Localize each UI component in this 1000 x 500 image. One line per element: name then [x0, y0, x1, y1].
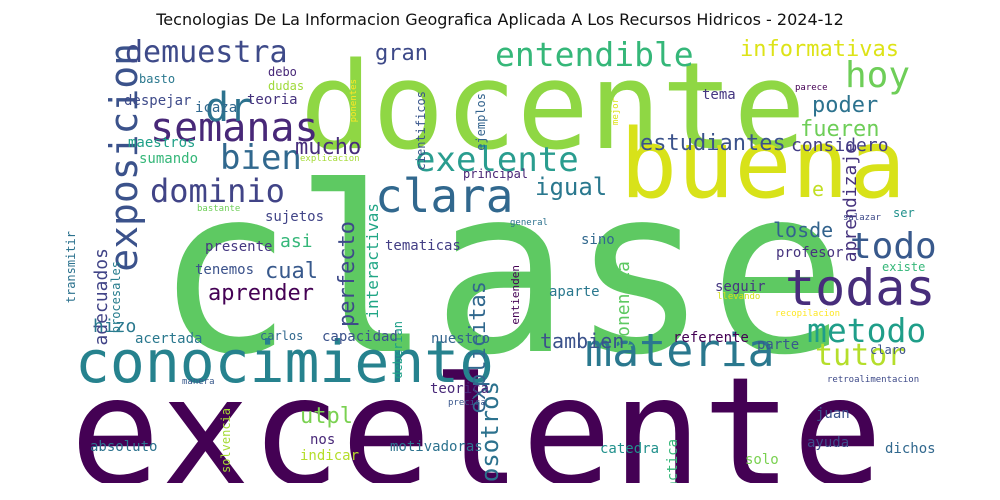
- word-acertada: acertada: [135, 331, 203, 347]
- word-nuestro: nuestro: [431, 331, 491, 347]
- word-tematicas: tematicas: [385, 238, 461, 254]
- word-entienden: entienden: [509, 265, 522, 325]
- word-absoluto: absoluto: [90, 439, 158, 455]
- word-interactivas: interactivas: [363, 203, 382, 319]
- word-ayuda: ayuda: [807, 435, 850, 451]
- word-sumando: sumando: [139, 151, 199, 167]
- word-aprendizaje: aprendizaje: [840, 143, 861, 263]
- word-manera: manera: [182, 377, 215, 387]
- word-utpl: utpl: [300, 404, 353, 429]
- word-recopilacion: recopilacion: [775, 309, 841, 319]
- word-tutor: tutor: [815, 338, 906, 373]
- word-metodo: metodo: [807, 311, 927, 350]
- word-teoria: teoria: [247, 92, 298, 108]
- word-bastante: bastante: [197, 204, 241, 214]
- word-indicar: indicar: [300, 448, 360, 464]
- word-hizo: hizo: [93, 316, 137, 337]
- word-perfecto: perfecto: [335, 221, 360, 327]
- word-todo: todo: [850, 226, 937, 267]
- word-parece: parece: [795, 83, 828, 93]
- word-informativas: informativas: [740, 37, 899, 62]
- word-retroalimentacion: retroalimentacion: [827, 375, 920, 385]
- word-dr: dr: [205, 85, 254, 131]
- word-debo: debo: [268, 65, 297, 79]
- word-cloud: clase excelente docente buena conocimiento to…: [50, 33, 950, 483]
- word-excelente: excelente: [70, 346, 883, 483]
- word-cual: cual: [265, 259, 318, 284]
- word-entendible: entendible: [495, 35, 694, 74]
- word-cientificos: cientificos: [414, 91, 428, 171]
- word-semanas: semanas: [150, 105, 319, 151]
- word-buena: buena: [620, 110, 906, 220]
- word-profesor: profesor: [776, 245, 844, 261]
- word-maestros: maestros: [128, 135, 196, 151]
- word-poder: poder: [812, 93, 879, 118]
- word-general: general: [510, 218, 548, 228]
- word-clase: clase: [155, 139, 848, 406]
- word-despejar: despejar: [124, 93, 192, 109]
- word-materia: materia: [585, 324, 775, 377]
- word-procesales: procesales: [109, 261, 123, 334]
- word-tambien: tambien: [540, 329, 625, 353]
- word-icaza: icaza: [195, 100, 238, 116]
- word-teorica: teorica: [430, 381, 490, 397]
- word-dichos: dichos: [885, 441, 936, 457]
- word-claro: claro: [870, 343, 907, 357]
- word-docente: docente: [300, 38, 806, 177]
- word-motivadoras: motivadoras: [390, 439, 483, 455]
- word-tenemos: tenemos: [195, 262, 255, 278]
- word-considero: considero: [791, 135, 889, 156]
- word-exposicion: exposicion: [102, 43, 146, 272]
- word-mejor: mejor: [611, 98, 621, 126]
- word-ejemplos: ejemplos: [474, 93, 488, 151]
- word-e: e: [812, 177, 825, 201]
- word-aprender: aprender: [208, 281, 314, 306]
- word-todas: todas: [785, 259, 936, 317]
- word-salazar: salazar: [843, 213, 881, 223]
- word-seguir: seguir: [715, 279, 766, 295]
- word-precisa: precisa: [448, 398, 486, 408]
- word-ponentes: ponentes: [349, 79, 359, 123]
- word-explicacion: explicacion: [300, 154, 360, 164]
- word-sujetos: sujetos: [265, 209, 325, 225]
- word-exelente: exelente: [415, 140, 579, 180]
- word-existe: existe: [882, 260, 926, 274]
- word-hoy: hoy: [845, 55, 911, 96]
- word-juan: juan: [816, 406, 850, 422]
- word-solo: solo: [745, 452, 779, 468]
- word-capacidad: capacidad: [322, 329, 398, 345]
- word-solvencia: solvencia: [219, 408, 233, 474]
- word-llevando: llevando: [717, 292, 761, 302]
- word-transmitir: transmitir: [64, 231, 78, 304]
- word-dominio: dominio: [150, 172, 285, 210]
- word-sino: sino: [581, 232, 615, 248]
- word-basto: basto: [139, 72, 176, 86]
- word-fueren: fueren: [800, 117, 880, 142]
- word-bien: bien: [220, 138, 302, 178]
- word-asi: asi: [280, 231, 313, 252]
- chart-title: Tecnologias De La Informacion Geografica…: [156, 10, 844, 29]
- word-nos: nos: [310, 432, 336, 448]
- word-conocimiento: conocimiento: [75, 328, 495, 396]
- word-ser: ser: [893, 206, 915, 220]
- word-demuestra: demuestra: [125, 35, 288, 70]
- word-tema: tema: [702, 87, 736, 103]
- word-parte: parte: [757, 337, 800, 353]
- word-gran: gran: [375, 41, 428, 66]
- word-aparte: aparte: [549, 284, 600, 300]
- word-mucho: mucho: [295, 135, 362, 160]
- word-catedra: catedra: [600, 441, 660, 457]
- word-igual: igual: [535, 173, 608, 201]
- word-presente: presente: [205, 239, 273, 255]
- word-clara: clara: [375, 169, 514, 223]
- word-principal: principal: [463, 167, 529, 181]
- word-carlos: carlos: [260, 329, 304, 343]
- word-estudiantes: estudiantes: [640, 131, 786, 156]
- word-referente: referente: [673, 330, 749, 346]
- word-dudas: dudas: [268, 79, 305, 93]
- word-losde: losde: [773, 218, 834, 242]
- word-practica: practica: [665, 439, 681, 483]
